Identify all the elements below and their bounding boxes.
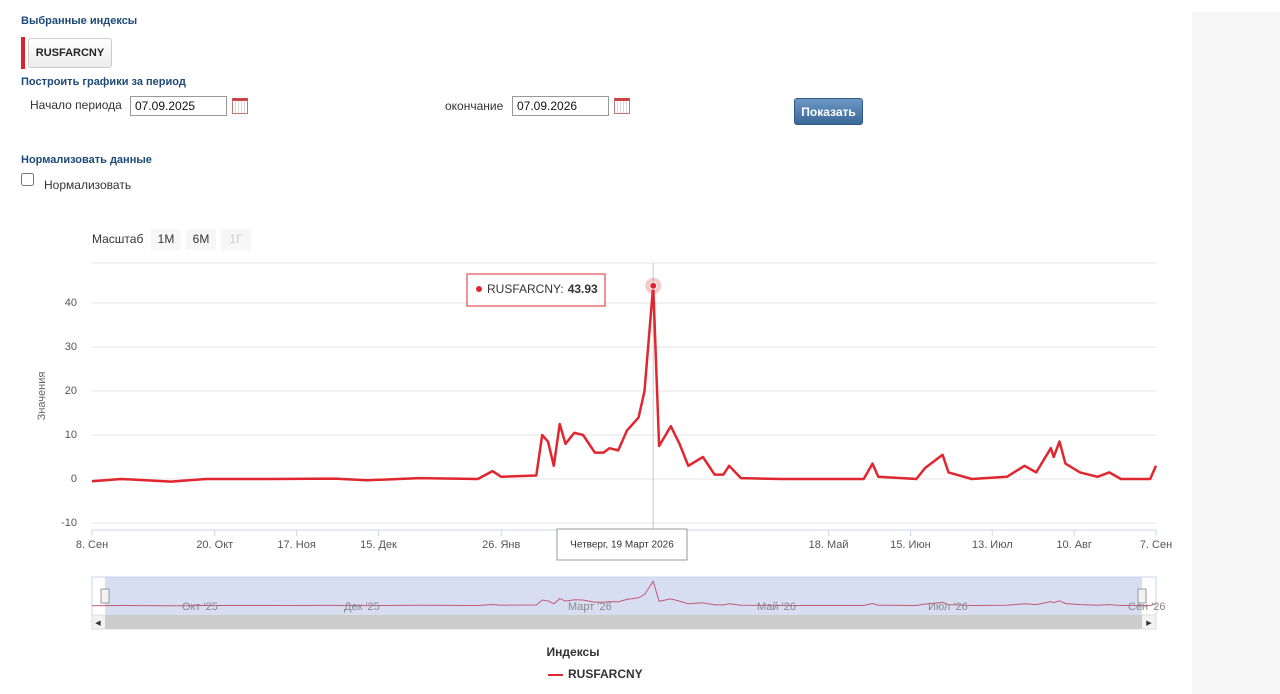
series-line [91,284,1158,483]
x-tick-label: 20. Окт [196,539,233,551]
navigator-mask [105,577,1142,615]
section-title: Выбранные индексы [21,15,138,27]
date-tooltip-box [556,528,688,561]
calendar-icon[interactable] [232,98,248,114]
tooltip-text: RUSFARCNY: 43.93 [487,282,598,296]
y-tick-label: 40 [65,297,77,309]
zoom-button[interactable]: 1Г [221,229,251,250]
zoom-button[interactable]: 6М [186,229,216,250]
y-tick-label: -10 [61,517,77,529]
navigator-label: Окт '25 [182,601,218,613]
zoom-button-label: 6М [193,232,210,246]
y-axis-title: Значения [36,372,48,421]
legend-label: RUSFARCNY [568,667,643,681]
navigator-label: Сен '26 [1128,601,1166,613]
index-marker [21,37,25,69]
zoom-button-label: 1М [158,232,175,246]
scrollbar-thumb[interactable] [105,615,1142,629]
section-title: Построить графики за период [21,76,186,88]
x-tick-label: 10. Авг [1056,539,1092,551]
zoom-button[interactable]: 1М [151,229,181,250]
y-tick-label: 10 [65,429,77,441]
start-date-input[interactable]: 07.09.2025 [130,96,227,116]
legend-item[interactable]: RUSFARCNY [548,667,643,681]
side-panel [1192,12,1280,694]
normalize-checkbox[interactable] [21,173,34,186]
index-chip[interactable]: RUSFARCNY [28,38,112,68]
x-tick-label: 18. Май [809,539,849,551]
section-title: Нормализовать данные [21,154,152,166]
navigator-label: Дек '25 [344,601,380,613]
show-button[interactable]: Показать [794,98,863,125]
tooltip-series: RUSFARCNY: [487,282,564,296]
y-tick-label: 20 [65,385,77,397]
tooltip-dot [476,286,482,292]
tooltip-box [466,273,606,307]
calendar-icon[interactable] [614,98,630,114]
end-date-input[interactable]: 07.09.2026 [512,96,609,116]
y-tick-label: 30 [65,341,77,353]
navigator-handle[interactable] [100,588,110,604]
x-tick-label: 8. Сен [76,539,108,551]
zoom-button-label: 1Г [229,232,243,246]
normalize-label: Нормализовать [44,178,132,192]
x-tick-label: 17. Ноя [277,539,315,551]
zoom-button-bg [186,229,216,250]
zoom-button-bg [221,229,251,250]
scrollbar-arrow: ◀ [95,620,101,627]
x-tick-label: 13. Июл [972,539,1013,551]
navigator-line [91,580,1157,607]
x-tick-label: 15. Июн [890,539,931,551]
start-label: Начало периода [30,98,122,112]
hover-point [649,281,658,290]
x-tick-label: 7. Сен [1140,539,1172,551]
tooltip: RUSFARCNY: 43.93 [466,273,606,307]
zoom-button-bg [151,229,181,250]
navigator-handle[interactable] [1137,588,1147,604]
date-tooltip: Четверг, 19 Март 2026 [570,540,674,551]
scrollbar-arrow: ▶ [1146,620,1152,627]
tooltip-value: 43.93 [568,282,598,296]
x-tick-label: 26. Янв [482,539,520,551]
x-tick-label: 15. Дек [360,539,397,551]
y-tick-label: 0 [71,473,77,485]
chart: Масштаб Значения 1М 6М 1Г -10 0 10 20 30 40 8. Се… [35,229,1173,682]
legend-title: Индексы [547,645,600,659]
navigator-label: Июл '26 [928,601,968,613]
navigator-label: Май '26 [757,601,796,613]
zoom-label: Масштаб [92,232,143,246]
navigator-label: Март '26 [568,601,612,613]
end-label: окончание [445,99,504,113]
